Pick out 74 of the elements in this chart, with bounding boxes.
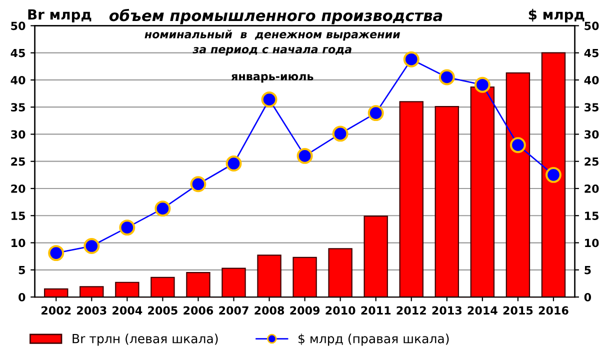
x-tick-label: 2010 bbox=[326, 306, 356, 315]
x-tick-label: 2007 bbox=[219, 306, 248, 315]
point bbox=[48, 245, 64, 262]
y2-tick-label: 50 bbox=[584, 22, 599, 30]
y-tick-label: 40 bbox=[10, 76, 26, 84]
y-tick-label: 45 bbox=[10, 48, 25, 58]
point bbox=[84, 238, 100, 254]
y-tick-label: 0 bbox=[18, 293, 26, 302]
point bbox=[438, 69, 455, 86]
x-tick-label: 2009 bbox=[290, 306, 320, 315]
y2-tick-label: 5 bbox=[584, 266, 591, 274]
bar bbox=[186, 272, 210, 298]
y2-tick-label: 40 bbox=[584, 76, 599, 84]
chart-title: объем промышленного производства bbox=[109, 8, 442, 24]
bar bbox=[80, 286, 104, 298]
bar bbox=[150, 276, 175, 298]
point bbox=[119, 220, 136, 236]
point bbox=[296, 148, 313, 164]
annotation: январь-июль bbox=[231, 74, 314, 83]
bar bbox=[541, 52, 566, 298]
point bbox=[154, 200, 171, 217]
point bbox=[474, 76, 490, 93]
y-tick-label: 35 bbox=[11, 103, 25, 112]
legend-label: $ млрд (правая шкала) bbox=[298, 334, 449, 346]
point bbox=[545, 166, 562, 183]
x-tick-label: 2012 bbox=[396, 306, 426, 315]
x-tick-label: 2005 bbox=[148, 306, 178, 315]
bar bbox=[364, 216, 388, 298]
y2-tick-label: 30 bbox=[584, 130, 599, 139]
x-tick-label: 2008 bbox=[254, 306, 284, 315]
text: номинальный в денежном выражении за период с начала года bbox=[144, 30, 400, 56]
point bbox=[403, 51, 420, 68]
x-tick-label: 2003 bbox=[77, 306, 106, 315]
y2-tick-label: 10 bbox=[585, 238, 599, 248]
x-tick-label: 2011 bbox=[361, 306, 391, 315]
bar bbox=[399, 101, 424, 298]
point bbox=[368, 105, 384, 122]
y2-tick-label: 15 bbox=[585, 212, 599, 220]
legend-label: Br трлн (левая шкала) bbox=[72, 334, 218, 346]
y2-tick-label: 45 bbox=[584, 48, 599, 58]
x-tick-label: 2015 bbox=[503, 306, 533, 315]
bar bbox=[222, 268, 246, 298]
point bbox=[226, 156, 242, 172]
y-tick-label: 25 bbox=[11, 157, 25, 166]
bar bbox=[292, 256, 317, 298]
x-tick-label: 2013 bbox=[432, 306, 462, 315]
bar bbox=[506, 72, 530, 298]
point bbox=[190, 176, 206, 192]
point bbox=[510, 137, 526, 154]
point bbox=[261, 92, 278, 108]
y2-tick-label: 0 bbox=[584, 293, 592, 302]
y-tick-label: 20 bbox=[11, 184, 26, 193]
y-tick-label: 30 bbox=[11, 130, 26, 139]
y-tick-label: 5 bbox=[18, 266, 25, 274]
y-tick-label: 15 bbox=[12, 212, 25, 220]
x-tick-label: 2006 bbox=[184, 306, 214, 315]
y2-tick-label: 25 bbox=[584, 157, 599, 166]
y2-axis-title: $ млрд bbox=[528, 8, 584, 22]
x-tick-label: 2004 bbox=[112, 306, 142, 315]
y2-tick-label: 20 bbox=[584, 184, 599, 193]
bar bbox=[434, 106, 460, 298]
y2-tick-label: 35 bbox=[584, 103, 599, 112]
y-tick-label: 50 bbox=[11, 22, 26, 30]
x-tick-label: 2016 bbox=[538, 306, 568, 315]
bar bbox=[115, 282, 140, 298]
x-tick-label: 2002 bbox=[42, 306, 71, 315]
bar bbox=[257, 254, 282, 298]
x-tick-label: 2014 bbox=[468, 306, 498, 315]
y-axis-title: Br млрд bbox=[28, 9, 92, 22]
y-tick-label: 10 bbox=[12, 238, 26, 248]
point bbox=[332, 126, 348, 142]
bar bbox=[328, 248, 352, 298]
bar bbox=[470, 86, 495, 298]
bar bbox=[44, 288, 68, 298]
